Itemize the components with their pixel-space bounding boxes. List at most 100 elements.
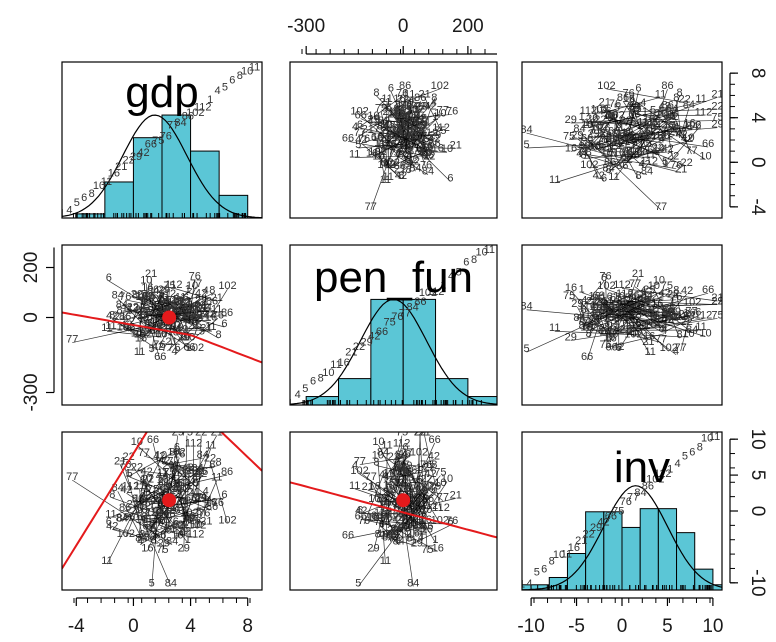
scatter-segment — [629, 303, 645, 311]
scatter-point-label: 6 — [654, 146, 660, 158]
scatter-point-label: 77 — [629, 278, 641, 290]
scatter-segment — [577, 138, 589, 148]
diag-point-label: 10 — [476, 246, 488, 258]
scatter-segment — [657, 139, 709, 148]
scatter-point-label: 77 — [365, 471, 377, 483]
scatter-point-label: 11 — [381, 440, 392, 452]
scatter-point-label: 84 — [415, 130, 427, 142]
scatter-point-label: 66 — [600, 130, 612, 142]
scatter-point-label: 102 — [167, 447, 185, 459]
scatter-point-label: 21 — [418, 427, 430, 439]
scatter-point-label: 86 — [662, 306, 674, 318]
bottom-axis-tick-label-gdp: -4 — [68, 616, 85, 637]
scatter-point-label: 6 — [183, 311, 189, 323]
scatter-point-label: 102 — [350, 105, 368, 117]
scatter-point-label: 1 — [432, 534, 438, 546]
scatter-point-label: 84 — [191, 311, 203, 323]
scatter-point-label: 11 — [175, 482, 186, 494]
scatter-point-label: 21 — [711, 88, 723, 100]
scatter-point-label: 5 — [127, 468, 133, 480]
scatter-point-label: 66 — [608, 125, 620, 137]
scatter-point-label: 112 — [394, 529, 412, 541]
scatter-point-label: 102 — [188, 299, 206, 311]
scatter-segment — [188, 522, 195, 525]
scatter-point-label: 76 — [358, 133, 370, 145]
left-axis-tick-label-pen_fun: 200 — [21, 252, 42, 284]
scatter-point-label: 66 — [605, 341, 617, 353]
scatter-segment — [374, 489, 428, 530]
scatter-point-label: 6 — [140, 474, 146, 486]
scatter-point-label: 76 — [167, 516, 179, 528]
scatter-point-label: 11 — [205, 321, 216, 333]
scatter-segment — [373, 120, 403, 124]
scatter-segment — [404, 103, 412, 154]
scatter-point-label: 5 — [614, 320, 620, 332]
scatter-point-label: 76 — [189, 271, 201, 283]
scatter-segment — [358, 499, 424, 587]
diag-point-label: 4 — [448, 270, 454, 282]
scatter-point-label: 75 — [163, 467, 175, 479]
scatter-point-label: 16 — [178, 481, 190, 493]
scatter-point-label: 84 — [197, 449, 209, 461]
scatter-point-label: 6 — [421, 509, 427, 521]
scatter-segment — [387, 488, 390, 518]
scatter-point-label: 112 — [607, 324, 625, 336]
scatter-point-label: 22 — [127, 498, 139, 510]
scatter-segment — [376, 518, 438, 552]
scatter-point-label: 66 — [342, 132, 354, 144]
scatter-point-label: 4 — [192, 316, 198, 328]
diag-point-label: 6 — [310, 375, 316, 387]
scatter-point-label: 6 — [149, 519, 155, 531]
scatter-point-label: 84 — [166, 536, 178, 548]
scatter-point-label: 1 — [383, 158, 389, 170]
diag-point-label: 86 — [642, 481, 654, 493]
scatter-point-label: 102 — [660, 342, 678, 354]
scatter-point-label: 84 — [157, 294, 169, 306]
scatter-segment — [667, 124, 688, 143]
scatter-point-label: 11 — [349, 480, 360, 492]
scatter-point-label: 42 — [106, 310, 118, 322]
scatter-segment — [359, 457, 402, 466]
scatter-point-label: 11 — [382, 508, 393, 520]
scatter-segment — [140, 519, 164, 525]
scatter-segment — [619, 313, 656, 327]
scatter-point-label: 8 — [402, 466, 408, 478]
scatter-point-label: 29 — [429, 130, 441, 142]
scatter-point-label: 112 — [580, 105, 598, 117]
scatter-segment — [414, 435, 421, 529]
scatter-segment — [117, 298, 144, 325]
diag-point-label: 1 — [287, 398, 293, 410]
scatter-segment — [599, 109, 718, 113]
scatter-point-label: 8 — [673, 284, 679, 296]
panel-inv-pen_fun-content: 1456810111621222942667576778486102112145… — [290, 427, 497, 589]
scatter-point-label: 4 — [141, 295, 147, 307]
scatter-segment — [411, 105, 434, 108]
scatter-segment — [664, 117, 674, 160]
scatter-segment — [158, 479, 167, 514]
histogram-bar-inv — [712, 584, 722, 590]
scatter-segment — [203, 293, 207, 312]
scatter-point-label: 8 — [380, 145, 386, 157]
scatter-point-label: 6 — [174, 342, 180, 354]
scatter-point-label: 6 — [174, 442, 180, 454]
diag-point-label: 5 — [302, 383, 308, 395]
scatter-segment — [653, 319, 706, 337]
scatter-segment — [392, 135, 409, 139]
diag-point-label: 10 — [701, 433, 713, 445]
scatter-point-label: 8 — [406, 532, 412, 544]
scatter-point-label: 66 — [143, 290, 155, 302]
scatter-point-label: 21 — [211, 427, 223, 439]
scatter-point-label: 76 — [599, 271, 611, 283]
scatter-segment — [395, 128, 406, 141]
scatter-point-label: 11 — [549, 174, 560, 186]
scatter-point-label: 21 — [379, 96, 391, 108]
scatter-point-label: 86 — [661, 80, 673, 92]
scatter-segment — [653, 116, 667, 140]
scatter-point-label: 1 — [416, 110, 422, 122]
scatter-segment — [570, 318, 718, 341]
scatter-segment — [124, 468, 145, 541]
scatter-point-label: 16 — [135, 511, 147, 523]
scatter-point-label: 11 — [380, 555, 391, 567]
scatter-point-label: 22 — [667, 288, 679, 300]
scatter-point-label: 42 — [681, 133, 693, 145]
